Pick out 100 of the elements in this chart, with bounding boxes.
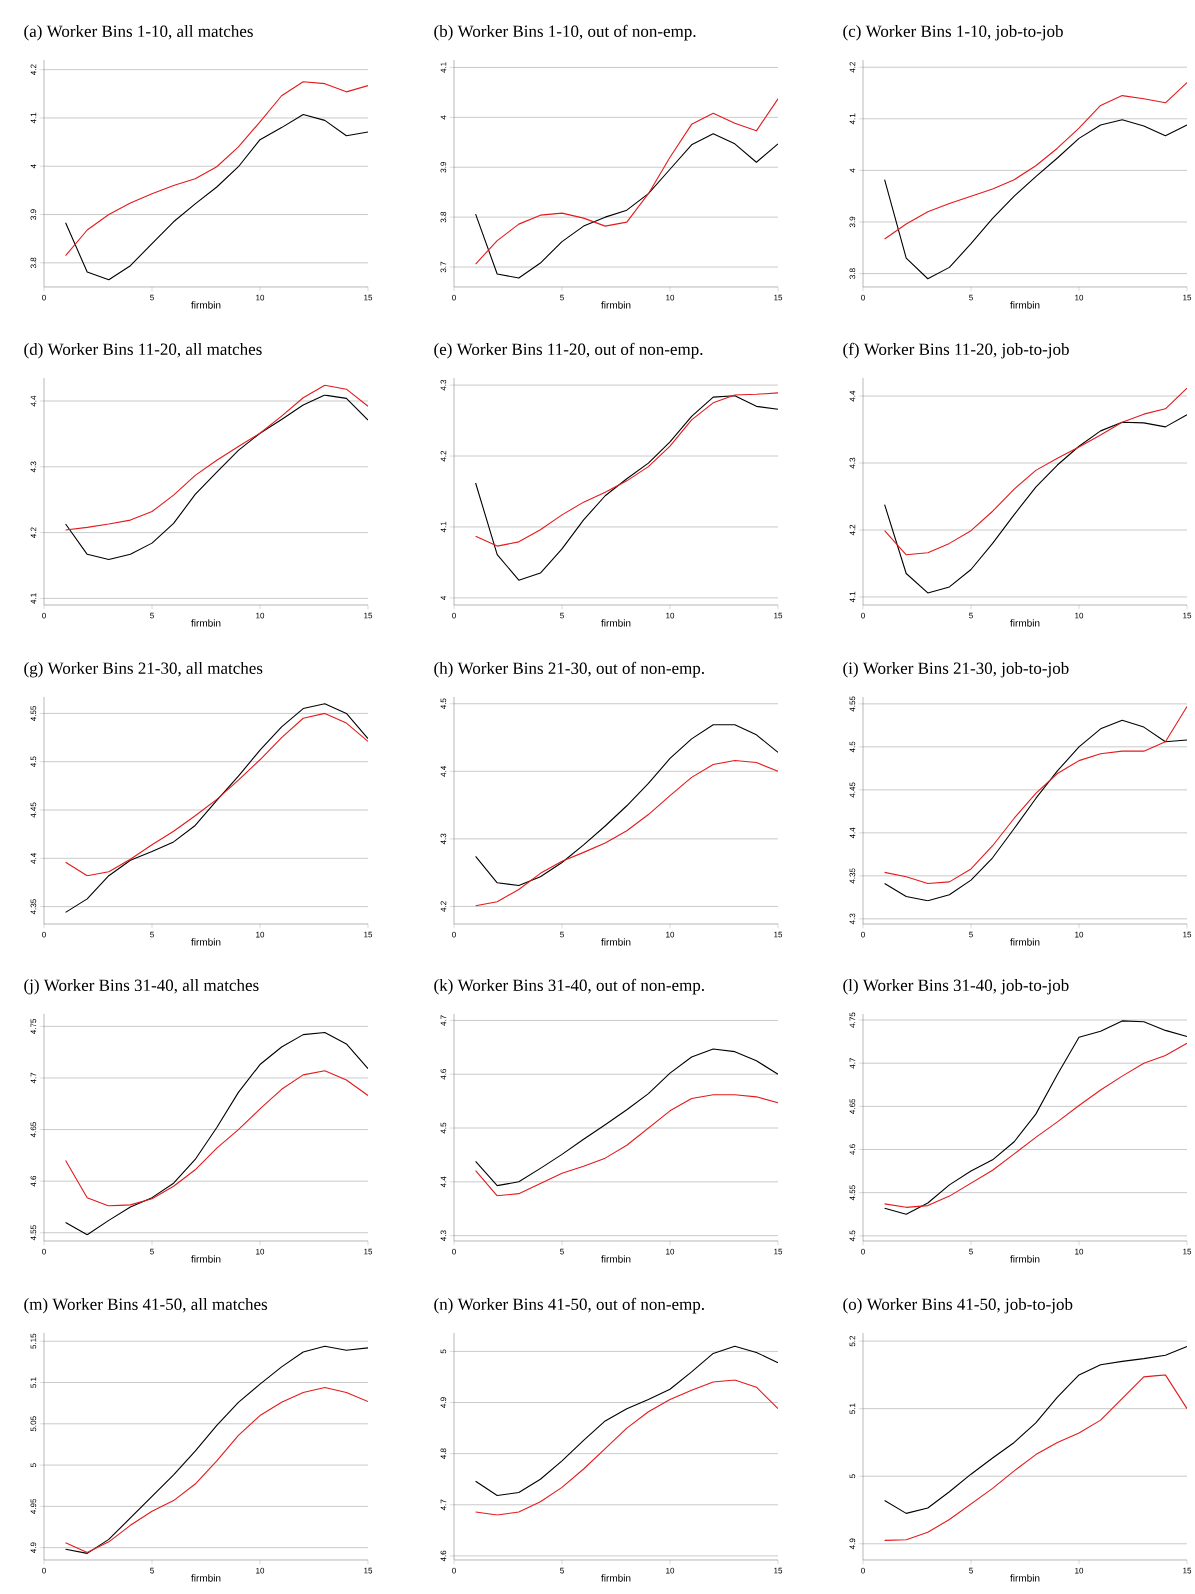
y-tick-label: 4.55 xyxy=(849,1185,856,1201)
y-tick-label: 3.8 xyxy=(30,257,37,269)
y-tick-label: 4 xyxy=(440,115,447,120)
line-series xyxy=(475,1345,779,1497)
x-tick-label: 10 xyxy=(666,294,675,301)
x-tick-label: 15 xyxy=(774,612,783,619)
y-tick-label: 4.2 xyxy=(440,901,447,912)
x-tick-label: 10 xyxy=(256,612,265,619)
chart-title: (i) Worker Bins 21-30, job-to-job xyxy=(843,662,1069,678)
y-tick-label: 3.9 xyxy=(30,209,37,220)
line-series xyxy=(475,395,779,581)
y-tick-label: 4.55 xyxy=(30,1225,37,1241)
x-tick-label: 15 xyxy=(774,1567,783,1574)
y-tick-label: 4.4 xyxy=(30,395,37,407)
y-tick-label: 4.2 xyxy=(440,450,447,462)
y-tick-label: 3.8 xyxy=(849,268,856,279)
x-tick-label: 5 xyxy=(969,931,973,938)
x-tick-label: 5 xyxy=(150,294,154,301)
y-tick-label: 5.1 xyxy=(849,1403,856,1414)
y-tick-label: 4.6 xyxy=(440,1069,447,1080)
y-tick-label: 4.3 xyxy=(30,461,37,473)
y-tick-label: 5 xyxy=(30,1463,37,1467)
line-series xyxy=(65,81,368,257)
line-series xyxy=(475,724,779,887)
x-tick-label: 15 xyxy=(364,612,373,619)
y-tick-label: 4.5 xyxy=(849,1230,856,1242)
x-tick-label: 0 xyxy=(861,1248,865,1255)
x-tick-label: 10 xyxy=(666,612,675,619)
y-tick-label: 4.1 xyxy=(440,521,447,533)
y-tick-label: 4.8 xyxy=(440,1448,447,1460)
line-series xyxy=(65,712,368,877)
x-axis-title: firmbin xyxy=(191,619,221,627)
line-series xyxy=(884,387,1188,556)
y-tick-label: 4.2 xyxy=(849,524,856,536)
x-axis-title: firmbin xyxy=(1010,1255,1040,1263)
line-series xyxy=(65,1070,368,1207)
line-series xyxy=(884,1345,1188,1514)
x-tick-label: 0 xyxy=(42,931,46,938)
y-tick-label: 4.35 xyxy=(849,868,856,884)
y-tick-label: 4.6 xyxy=(849,1144,856,1155)
chart-title: (a) Worker Bins 1-10, all matches xyxy=(24,25,253,41)
line-series xyxy=(475,392,779,547)
chart-title: (d) Worker Bins 11-20, all matches xyxy=(24,343,262,359)
y-tick-label: 3.9 xyxy=(849,216,856,228)
x-axis-title: firmbin xyxy=(601,938,631,946)
x-tick-label: 0 xyxy=(861,931,865,938)
y-tick-label: 4.3 xyxy=(849,913,856,925)
x-tick-label: 0 xyxy=(42,1567,46,1574)
y-tick-label: 4.4 xyxy=(440,1176,447,1188)
y-tick-label: 4.6 xyxy=(30,1175,37,1187)
chart-title: (e) Worker Bins 11-20, out of non-emp. xyxy=(434,342,703,359)
y-tick-label: 4 xyxy=(849,168,856,173)
y-tick-label: 4.7 xyxy=(30,1072,37,1084)
y-tick-label: 4.3 xyxy=(440,379,447,391)
y-tick-label: 4.4 xyxy=(849,390,856,402)
y-tick-label: 4 xyxy=(30,164,37,169)
line-series xyxy=(65,703,368,913)
chart-title: (j) Worker Bins 31-40, all matches xyxy=(24,979,259,995)
x-axis-title: firmbin xyxy=(1010,1574,1040,1582)
y-tick-label: 4.2 xyxy=(30,527,37,538)
chart-title: (l) Worker Bins 31-40, job-to-job xyxy=(843,979,1069,995)
x-tick-label: 10 xyxy=(1075,931,1084,938)
x-tick-label: 15 xyxy=(364,1567,373,1574)
chart-title: (h) Worker Bins 21-30, out of non-emp. xyxy=(434,661,704,678)
chart-title: (g) Worker Bins 21-30, all matches xyxy=(24,661,263,678)
x-tick-label: 5 xyxy=(560,931,564,938)
y-tick-label: 4 xyxy=(440,595,447,600)
x-tick-label: 0 xyxy=(42,1248,46,1255)
x-tick-label: 15 xyxy=(1183,931,1192,938)
x-tick-label: 15 xyxy=(364,1248,373,1255)
x-axis-title: firmbin xyxy=(191,1255,221,1263)
x-tick-label: 0 xyxy=(452,931,456,938)
line-series xyxy=(65,384,368,531)
chart-title: (b) Worker Bins 1-10, out of non-emp. xyxy=(434,24,696,41)
x-axis-title: firmbin xyxy=(191,301,221,309)
chart-title: (f) Worker Bins 11-20, job-to-job xyxy=(843,342,1069,359)
y-tick-label: 4.75 xyxy=(849,1012,856,1028)
y-tick-label: 4.5 xyxy=(440,698,447,710)
x-tick-label: 5 xyxy=(969,612,973,619)
line-series xyxy=(65,1032,368,1236)
x-axis-title: firmbin xyxy=(1010,301,1040,309)
y-tick-label: 4.2 xyxy=(849,62,856,73)
x-tick-label: 5 xyxy=(560,294,564,301)
y-tick-label: 4.7 xyxy=(440,1499,447,1511)
y-tick-label: 4.5 xyxy=(30,756,37,768)
x-tick-label: 10 xyxy=(666,1248,675,1255)
x-tick-label: 0 xyxy=(452,612,456,619)
line-series xyxy=(884,414,1188,594)
x-tick-label: 5 xyxy=(150,1248,154,1255)
chart-title: (m) Worker Bins 41-50, all matches xyxy=(24,1298,268,1314)
x-axis-title: firmbin xyxy=(1010,938,1040,946)
line-series xyxy=(475,759,779,907)
x-tick-label: 10 xyxy=(256,931,265,938)
y-tick-label: 3.8 xyxy=(440,211,447,223)
x-tick-label: 10 xyxy=(666,931,675,938)
y-tick-label: 4.1 xyxy=(849,113,856,125)
y-tick-label: 4.35 xyxy=(30,899,37,915)
y-tick-label: 4.75 xyxy=(30,1018,37,1034)
x-tick-label: 10 xyxy=(666,1567,675,1574)
x-tick-label: 10 xyxy=(256,294,265,301)
